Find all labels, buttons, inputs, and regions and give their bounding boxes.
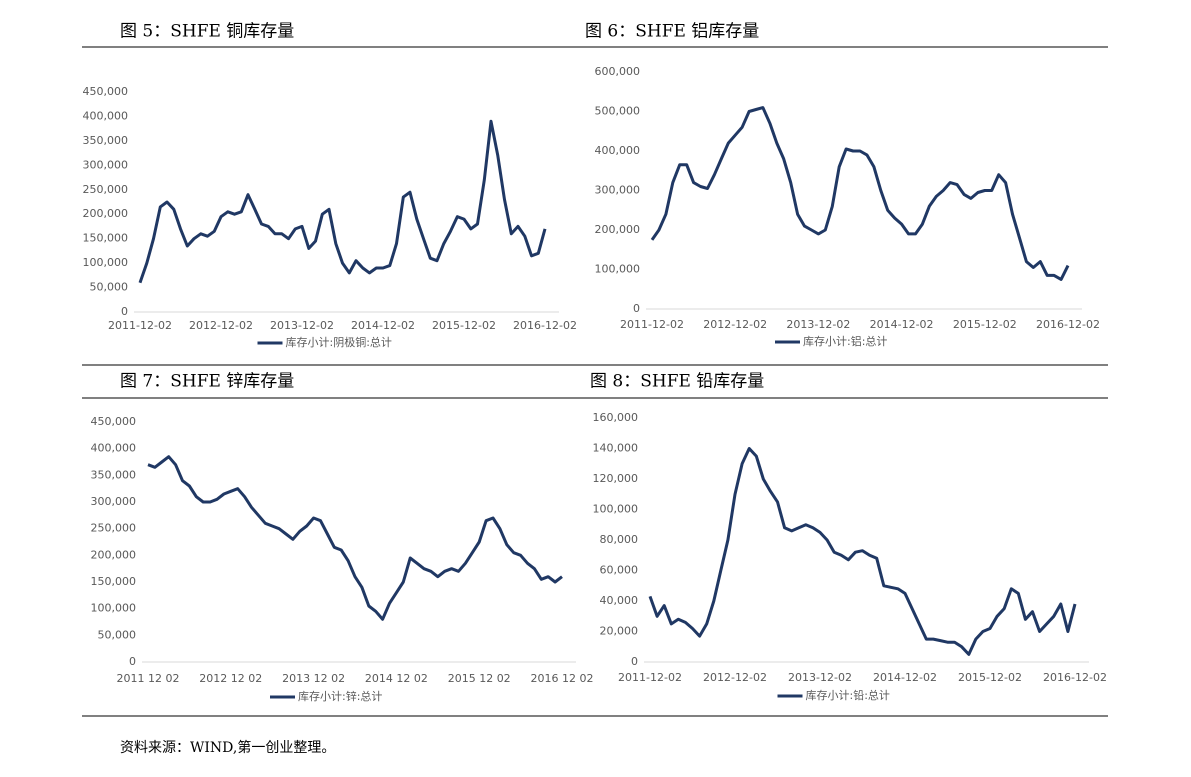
y-tick-label: 0 <box>631 655 638 668</box>
x-tick-label: 2014-12-02 <box>873 671 937 684</box>
data-line <box>648 447 1077 656</box>
x-tick-label: 2014 12 02 <box>365 672 428 685</box>
y-tick-label: 40,000 <box>600 594 639 607</box>
x-tick-label: 2011-12-02 <box>620 318 684 331</box>
data-line <box>650 106 1070 281</box>
y-tick-label: 250,000 <box>91 522 137 535</box>
y-tick-label: 100,000 <box>595 263 641 276</box>
y-tick-label: 300,000 <box>91 495 137 508</box>
x-tick-label: 2015 12 02 <box>448 672 511 685</box>
x-tick-label: 2016-12-02 <box>1043 671 1107 684</box>
y-tick-label: 450,000 <box>91 415 137 428</box>
x-tick-label: 2012-12-02 <box>189 319 253 332</box>
x-tick-label: 2012 12 02 <box>199 672 262 685</box>
y-tick-label: 300,000 <box>595 184 641 197</box>
y-tick-label: 500,000 <box>595 105 641 118</box>
source-note: 资料来源：WIND,第一创业整理。 <box>120 739 335 756</box>
x-tick-label: 2011 12 02 <box>117 672 180 685</box>
legend-label: 库存小计:铝:总计 <box>803 334 887 348</box>
x-tick-label: 2011-12-02 <box>108 319 172 332</box>
legend-label: 库存小计:锌:总计 <box>298 689 382 703</box>
y-tick-label: 100,000 <box>83 256 129 269</box>
legend-label: 库存小计:铅:总计 <box>806 688 890 702</box>
y-tick-label: 400,000 <box>83 109 129 122</box>
chart-title: 图 5：SHFE 铜库存量 <box>120 22 294 42</box>
y-tick-label: 200,000 <box>83 207 129 220</box>
y-tick-label: 0 <box>121 305 128 318</box>
x-tick-label: 2014-12-02 <box>870 318 934 331</box>
y-tick-label: 400,000 <box>91 442 137 455</box>
x-tick-label: 2013-12-02 <box>786 318 850 331</box>
x-tick-label: 2014-12-02 <box>351 319 415 332</box>
y-tick-label: 600,000 <box>595 65 641 78</box>
x-tick-label: 2013-12-02 <box>270 319 334 332</box>
y-tick-label: 160,000 <box>593 411 639 424</box>
x-tick-label: 2015-12-02 <box>953 318 1017 331</box>
y-tick-label: 300,000 <box>83 158 129 171</box>
y-tick-label: 350,000 <box>91 468 137 481</box>
y-tick-label: 0 <box>633 302 640 315</box>
data-line <box>147 455 563 621</box>
legend-label: 库存小计:阴极铜:总计 <box>286 335 392 349</box>
chart-title: 图 7：SHFE 锌库存量 <box>120 372 294 392</box>
x-tick-label: 2016 12 02 <box>531 672 594 685</box>
x-tick-label: 2012-12-02 <box>703 318 767 331</box>
y-tick-label: 200,000 <box>91 548 137 561</box>
x-tick-label: 2012-12-02 <box>703 671 767 684</box>
y-tick-label: 450,000 <box>83 85 129 98</box>
x-tick-label: 2015-12-02 <box>958 671 1022 684</box>
y-tick-label: 200,000 <box>595 223 641 236</box>
x-tick-label: 2013 12 02 <box>282 672 345 685</box>
y-tick-label: 150,000 <box>91 575 137 588</box>
x-tick-label: 2011-12-02 <box>618 671 682 684</box>
y-tick-label: 20,000 <box>600 625 639 638</box>
y-tick-label: 150,000 <box>83 232 129 245</box>
y-tick-label: 60,000 <box>600 564 639 577</box>
y-tick-label: 100,000 <box>593 503 639 516</box>
y-tick-label: 140,000 <box>593 442 639 455</box>
y-tick-label: 400,000 <box>595 144 641 157</box>
chart-title: 图 6：SHFE 铝库存量 <box>585 22 759 42</box>
x-tick-label: 2016-12-02 <box>1036 318 1100 331</box>
y-tick-label: 50,000 <box>90 281 129 294</box>
y-tick-label: 100,000 <box>91 602 137 615</box>
y-tick-label: 350,000 <box>83 134 129 147</box>
y-tick-label: 120,000 <box>593 472 639 485</box>
x-tick-label: 2015-12-02 <box>432 319 496 332</box>
x-tick-label: 2016-12-02 <box>513 319 577 332</box>
y-tick-label: 50,000 <box>98 628 137 641</box>
chart-title: 图 8：SHFE 铅库存量 <box>590 372 764 392</box>
x-tick-label: 2013-12-02 <box>788 671 852 684</box>
y-tick-label: 80,000 <box>600 533 639 546</box>
y-tick-label: 0 <box>129 655 136 668</box>
y-tick-label: 250,000 <box>83 183 129 196</box>
data-line <box>138 119 547 284</box>
